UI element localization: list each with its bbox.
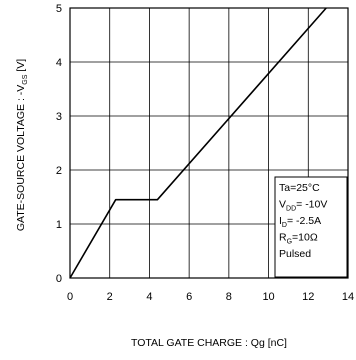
y-axis-ticks: 0 1 2 3 4 5 xyxy=(56,3,62,285)
conditions-subscript: G xyxy=(287,239,292,246)
conditions-value: = -10V xyxy=(296,199,327,211)
conditions-symbol: I xyxy=(279,215,282,227)
conditions-line: RG=10Ω xyxy=(279,232,318,246)
y-axis-label: GATE-SOURCE VOLTAGE : -VGS [V] xyxy=(15,59,29,231)
x-tick-label: 4 xyxy=(146,291,152,303)
y-tick-label: 3 xyxy=(56,111,62,123)
x-tick-label: 2 xyxy=(107,291,113,303)
y-tick-label: 1 xyxy=(56,219,62,231)
conditions-line: ID= -2.5A xyxy=(279,215,321,229)
series-group xyxy=(69,7,327,279)
x-tick-label: 12 xyxy=(302,291,314,303)
y-tick-label: 0 xyxy=(56,273,62,285)
conditions-symbol: R xyxy=(279,232,287,244)
y-tick-label: 4 xyxy=(56,57,62,69)
conditions-line: VDD= -10V xyxy=(279,199,327,213)
y-tick-label: 2 xyxy=(56,165,62,177)
conditions-box-frame xyxy=(274,176,348,278)
y-axis-label-suffix: [V] xyxy=(15,59,27,75)
x-tick-label: 6 xyxy=(186,291,192,303)
conditions-value: = -2.5A xyxy=(287,215,321,227)
y-tick-label: 5 xyxy=(56,3,62,15)
conditions-line: Pulsed xyxy=(279,248,311,260)
conditions-subscript: DD xyxy=(286,206,296,213)
y-axis-label-subscript: GS xyxy=(22,74,29,84)
x-tick-label: 0 xyxy=(67,291,73,303)
series-line xyxy=(69,7,327,279)
conditions-line: Ta=25°C xyxy=(279,182,320,194)
conditions-symbol: V xyxy=(279,199,286,211)
x-axis-ticks: 0 2 4 6 8 10 12 14 xyxy=(67,291,354,303)
y-axis-label-prefix: GATE-SOURCE VOLTAGE : -V xyxy=(15,85,27,231)
grid xyxy=(70,8,348,278)
conditions-value: =10Ω xyxy=(292,232,318,244)
x-tick-label: 14 xyxy=(342,291,354,303)
x-axis-label: TOTAL GATE CHARGE : Qg [nC] xyxy=(131,337,287,349)
x-tick-label: 10 xyxy=(262,291,274,303)
conditions-subscript: D xyxy=(282,222,287,229)
plot-frame xyxy=(69,7,349,279)
x-tick-label: 8 xyxy=(226,291,232,303)
